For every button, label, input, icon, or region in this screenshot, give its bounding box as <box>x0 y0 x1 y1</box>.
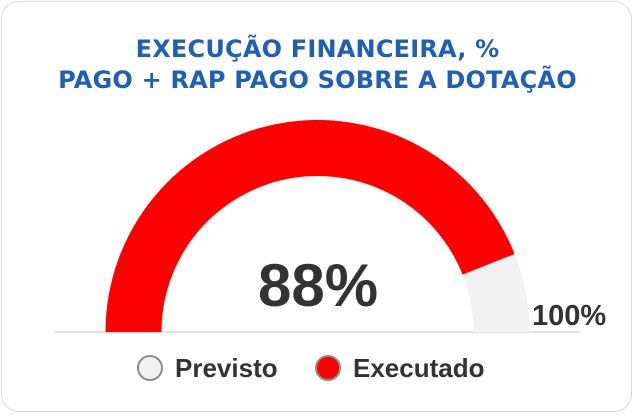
legend-label-executado: Executado <box>353 352 485 383</box>
legend-item-executado: Executado <box>315 350 485 386</box>
legend-swatch-executado <box>315 355 341 381</box>
legend-item-previsto: Previsto <box>137 350 278 386</box>
chart-title-line-1: EXECUÇÃO FINANCEIRA, % <box>135 35 500 63</box>
gauge-arc-executado <box>105 119 515 332</box>
chart-title-line-2: PAGO + RAP PAGO SOBRE A DOTAÇÃO <box>58 66 577 94</box>
legend-label-previsto: Previsto <box>175 352 278 383</box>
legend-swatch-previsto <box>137 355 163 381</box>
gauge-value-label: 88% <box>257 252 379 319</box>
gauge-max-label: 100% <box>532 300 607 332</box>
